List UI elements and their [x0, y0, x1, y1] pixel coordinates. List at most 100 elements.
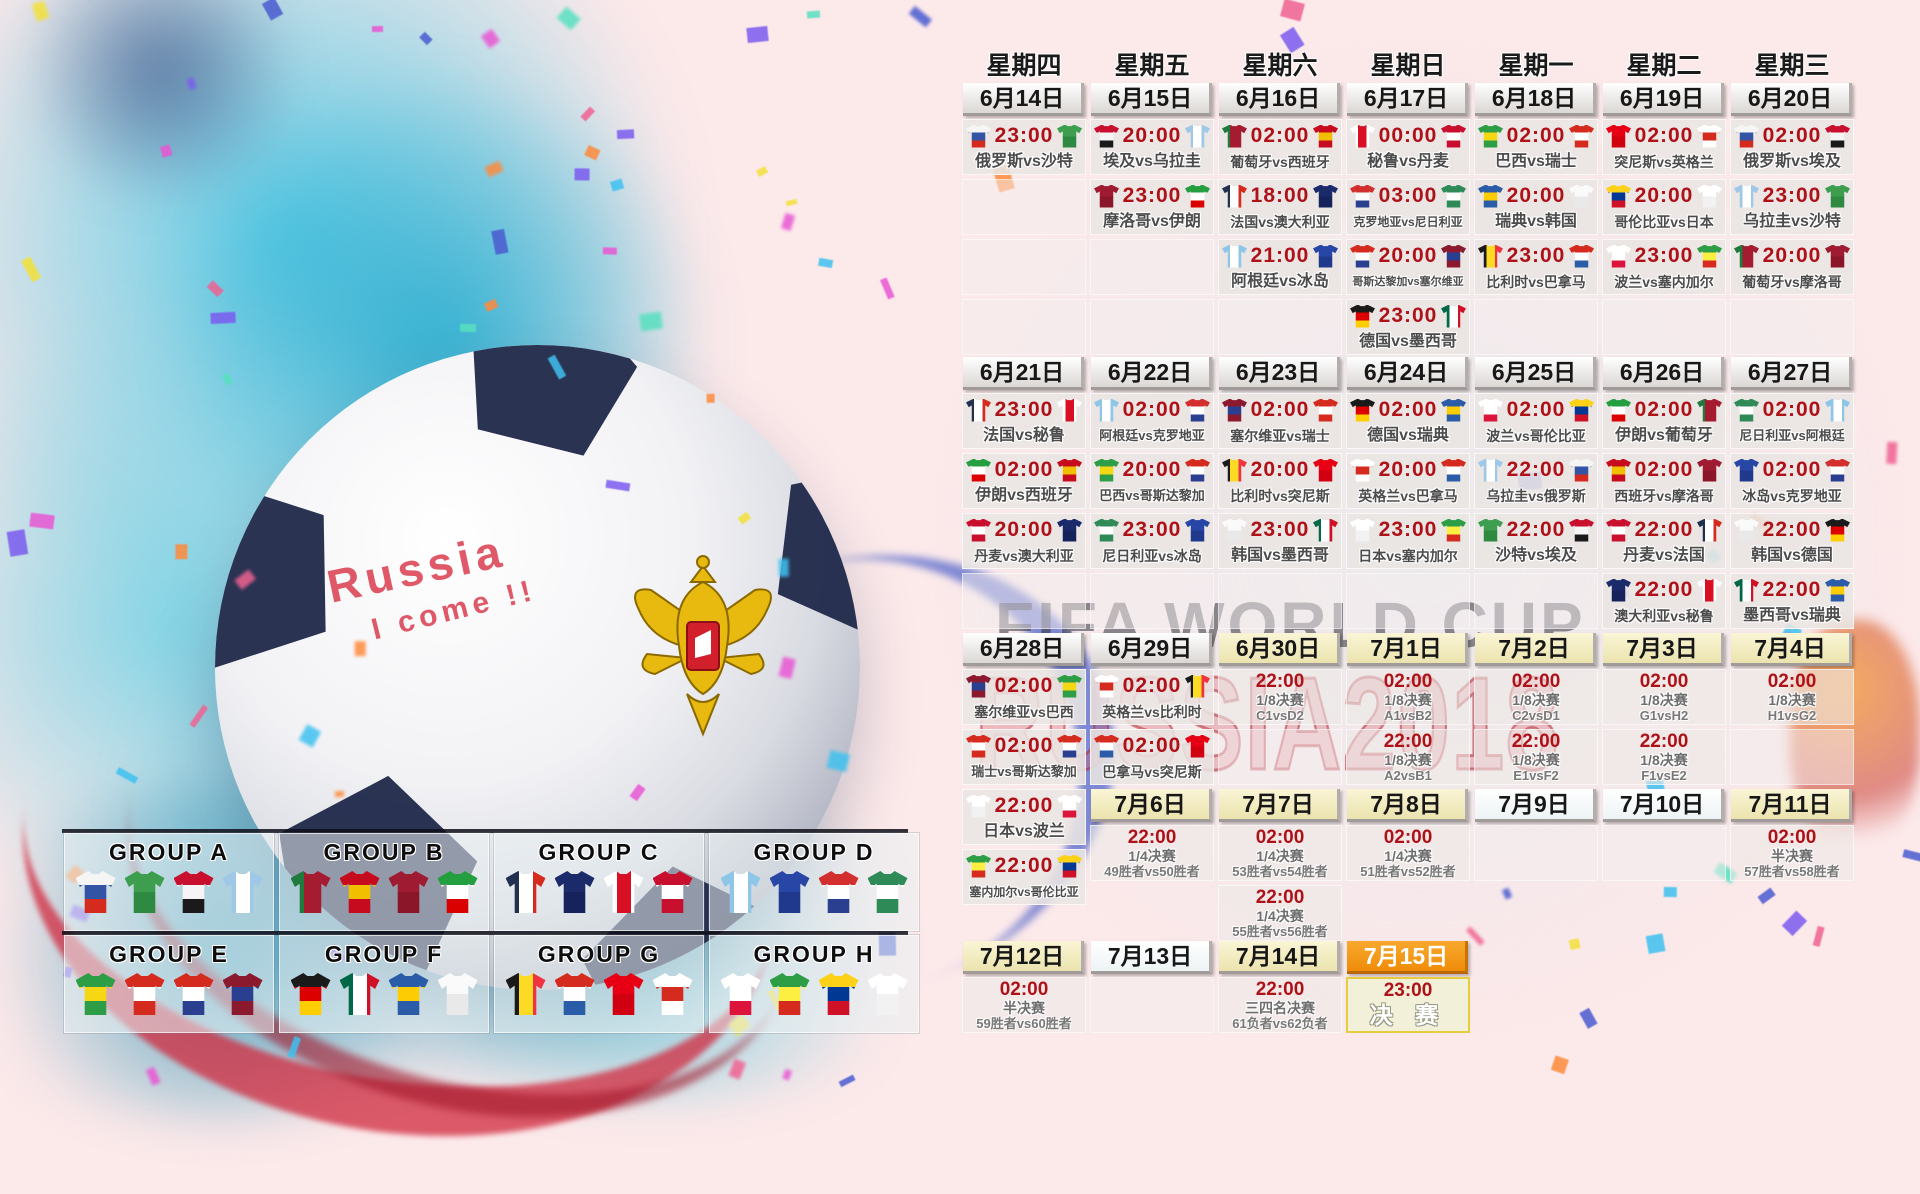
match-cell: 02:00 突尼斯vs英格兰	[1602, 119, 1726, 175]
match-cell: 02:00 英格兰vs比利时	[1090, 669, 1214, 725]
jersey-icon-葡萄牙	[290, 871, 331, 913]
empty-cell	[962, 299, 1086, 355]
weekday-header: 星期三	[1754, 52, 1830, 80]
jersey-icon-韩国	[1569, 184, 1594, 208]
knockout-pairing: C1vsD2	[1256, 708, 1304, 723]
jersey-icon-巴西	[1094, 458, 1119, 482]
jersey-icon-西班牙	[1313, 124, 1338, 148]
empty-cell	[1090, 977, 1214, 1033]
match-teams: 巴拿马vs突尼斯	[1102, 764, 1202, 780]
jersey-icon-比利时	[1478, 244, 1503, 268]
jersey-icon-克罗地亚	[818, 871, 859, 913]
jersey-icon-哥斯达黎加	[1350, 244, 1375, 268]
jersey-icon-德国	[1350, 304, 1375, 328]
jersey-icon-哥伦比亚	[1057, 854, 1082, 878]
group-shelf-line	[62, 829, 908, 833]
group-title: GROUP D	[753, 839, 875, 865]
match-time: 23:00	[1762, 184, 1822, 207]
knockout-pairing: 57胜者vs58胜者	[1744, 864, 1840, 879]
match-teams: 英格兰vs比利时	[1102, 704, 1202, 720]
match-time: 23:00	[1122, 184, 1182, 207]
match-cell: 02:00 冰岛vs克罗地亚	[1730, 453, 1854, 509]
empty-cell	[1218, 729, 1342, 785]
date-tile: 6月20日	[1731, 83, 1852, 116]
knockout-round: 1/8决赛	[1640, 692, 1688, 708]
match-time: 02:00	[1378, 398, 1438, 421]
jersey-icon-法国	[1222, 184, 1247, 208]
match-cell: 23:00 尼日利亚vs冰岛	[1090, 513, 1214, 569]
match-teams: 巴西vs瑞士	[1495, 153, 1577, 170]
match-time: 02:00	[1634, 124, 1694, 147]
jersey-icon-尼日利亚	[1734, 398, 1759, 422]
jersey-icon-韩国	[437, 973, 478, 1015]
match-time: 02:00	[994, 458, 1054, 481]
match-cell: 23:00 法国vs秘鲁	[962, 393, 1086, 449]
jersey-icon-瑞典	[1441, 398, 1466, 422]
empty-cell	[1346, 573, 1470, 629]
knockout-cell: 22:00 1/4决赛 49胜者vs50胜者	[1090, 825, 1214, 881]
match-teams: 德国vs瑞典	[1367, 427, 1449, 444]
match-teams: 法国vs澳大利亚	[1230, 214, 1330, 230]
match-cell: 22:00 澳大利亚vs秘鲁	[1602, 573, 1726, 629]
match-time: 02:00	[1250, 124, 1310, 147]
match-teams: 葡萄牙vs摩洛哥	[1742, 274, 1842, 290]
match-cell: 02:00 巴西vs瑞士	[1474, 119, 1598, 175]
jersey-icon-巴拿马	[1094, 734, 1119, 758]
empty-cell	[1090, 573, 1214, 629]
match-teams: 葡萄牙vs西班牙	[1230, 154, 1330, 170]
jersey-icon-西班牙	[339, 871, 380, 913]
jersey-icon-塞内加尔	[1441, 518, 1466, 542]
match-time: 20:00	[1762, 244, 1822, 267]
jersey-icon-尼日利亚	[867, 871, 908, 913]
match-time: 02:00	[1122, 398, 1182, 421]
group-title: GROUP E	[109, 941, 229, 967]
group-shelf-line	[62, 931, 908, 935]
jersey-icon-阿根廷	[1094, 398, 1119, 422]
empty-cell	[1090, 239, 1214, 295]
match-teams: 比利时vs突尼斯	[1230, 488, 1330, 504]
date-tile: 6月16日	[1219, 83, 1340, 116]
match-cell: 23:00 德国vs墨西哥	[1346, 299, 1470, 355]
date-tile: 6月19日	[1603, 83, 1724, 116]
match-teams: 冰岛vs克罗地亚	[1742, 488, 1842, 504]
jersey-icon-葡萄牙	[1734, 244, 1759, 268]
jersey-icon-俄罗斯	[75, 871, 116, 913]
match-time: 22:00	[994, 794, 1054, 817]
jersey-icon-澳大利亚	[1313, 184, 1338, 208]
jersey-icon-瑞士	[1569, 124, 1594, 148]
jersey-icon-英格兰	[1094, 674, 1119, 698]
jersey-icon-哥斯达黎加	[1057, 734, 1082, 758]
match-time: 22:00	[1762, 518, 1822, 541]
match-time: 02:00	[1634, 458, 1694, 481]
jersey-icon-突尼斯	[1185, 734, 1210, 758]
knockout-round: 半决赛	[1771, 848, 1813, 864]
knockout-cell: 02:00 1/8决赛 C2vsD1	[1474, 669, 1598, 725]
match-teams: 丹麦vs澳大利亚	[974, 548, 1074, 564]
group-box-e: GROUP E	[64, 935, 274, 1033]
match-time: 20:00	[1506, 184, 1566, 207]
jersey-icon-西班牙	[1606, 458, 1631, 482]
match-teams: 乌拉圭vs俄罗斯	[1486, 488, 1586, 504]
jersey-icon-德国	[290, 973, 331, 1015]
match-teams: 克罗地亚vs尼日利亚	[1353, 215, 1463, 229]
jersey-icon-法国	[966, 398, 991, 422]
jersey-icon-墨西哥	[339, 973, 380, 1015]
match-time: 22:00	[1762, 578, 1822, 601]
knockout-round: 1/8决赛	[1256, 692, 1304, 708]
date-tile: 7月7日	[1219, 789, 1340, 822]
group-title: GROUP A	[108, 839, 230, 865]
empty-cell	[1218, 299, 1342, 355]
knockout-round: 1/8决赛	[1384, 692, 1432, 708]
jersey-icon-阿根廷	[1222, 244, 1247, 268]
match-teams: 哥伦比亚vs日本	[1614, 214, 1714, 230]
match-cell: 23:00 摩洛哥vs伊朗	[1090, 179, 1214, 235]
group-jerseys	[495, 973, 703, 1015]
group-jerseys	[65, 871, 273, 913]
group-jerseys	[280, 871, 488, 913]
jersey-icon-秘鲁	[603, 871, 644, 913]
jersey-icon-沙特	[1825, 184, 1850, 208]
date-tile: 6月22日	[1091, 357, 1212, 390]
jersey-icon-法国	[505, 871, 546, 913]
match-cell: 03:00 克罗地亚vs尼日利亚	[1346, 179, 1470, 235]
jersey-icon-巴西	[1478, 124, 1503, 148]
